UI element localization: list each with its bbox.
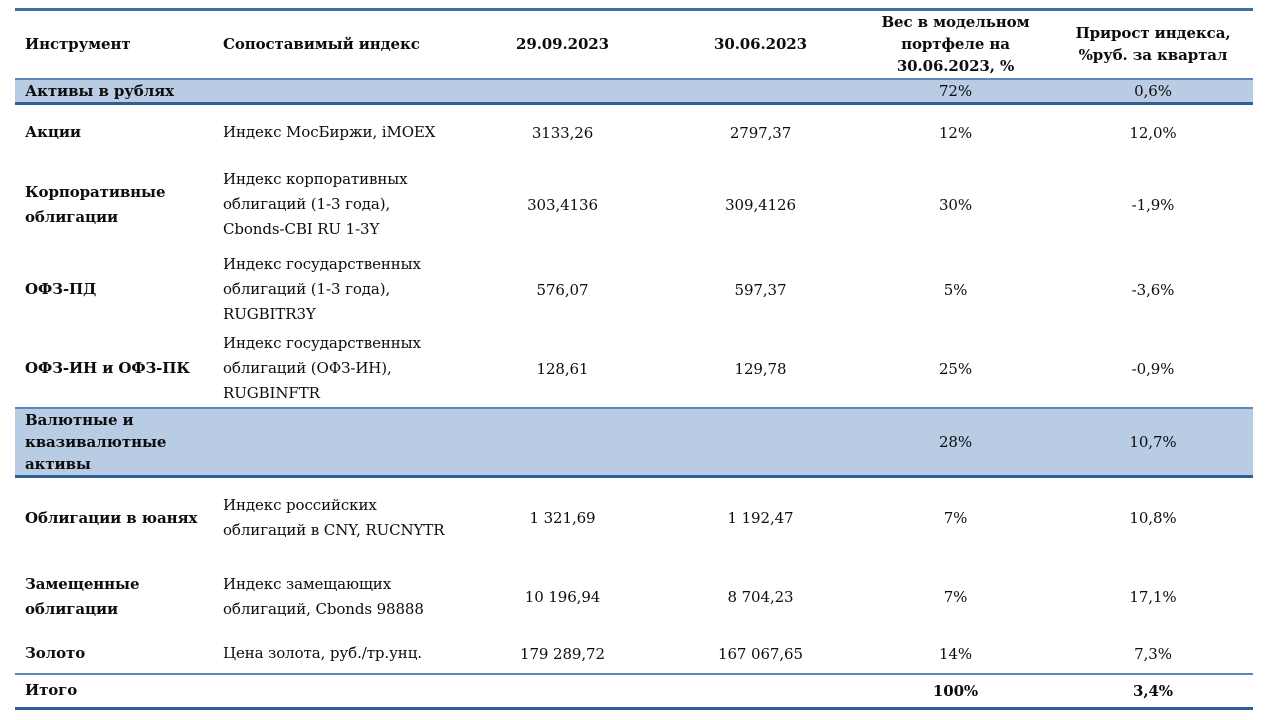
cell-value-3006: 309,4126: [725, 195, 796, 214]
cell-value-3006: 597,37: [734, 280, 787, 299]
table-row-replacement-bonds: Замещенные облигации Индекс замещающих о…: [15, 559, 1253, 634]
cell-growth: -1,9%: [1131, 195, 1175, 214]
cell-growth: 7,3%: [1134, 644, 1172, 663]
cell-value-2909: 1 321,69: [529, 509, 596, 528]
cell-weight: 25%: [938, 359, 973, 378]
cell-index: Индекс российских облигаций в CNY, RUCNY…: [223, 496, 445, 540]
cell-index: Индекс замещающих облигаций, Cbonds 9888…: [223, 574, 424, 618]
table-row-yuan-bonds: Облигации в юанях Индекс российских обли…: [15, 476, 1253, 559]
cell-growth: -3,6%: [1131, 280, 1175, 299]
cell-instrument: ОФЗ-ПД: [25, 280, 97, 298]
cell-instrument: Золото: [25, 644, 86, 662]
section-row-ruble-assets: Активы в рублях 72% 0,6%: [15, 78, 1253, 104]
cell-instrument: Замещенные облигации: [25, 574, 140, 618]
cell-weight: 28%: [938, 432, 973, 451]
cell-value-2909: 10 196,94: [524, 587, 601, 606]
total-row: Итого 100% 3,4%: [15, 674, 1253, 708]
table-row-ofz-in-pk: ОФЗ-ИН и ОФЗ-ПК Индекс государственных о…: [15, 331, 1253, 408]
table-row-gold: Золото Цена золота, руб./тр.унц. 179 289…: [15, 634, 1253, 674]
cell-value-2909: 576,07: [536, 280, 589, 299]
cell-value-2909: 3133,26: [531, 123, 594, 142]
cell-instrument: Облигации в юанях: [25, 508, 198, 527]
cell-index: Индекс государственных облигаций (1-3 го…: [223, 255, 421, 323]
cell-value-2909: 179 289,72: [520, 644, 605, 663]
section-row-currency-assets: Валютные и квазивалютные активы 28% 10,7…: [15, 407, 1253, 476]
cell-index: Индекс МосБиржи, iMOEX: [223, 123, 436, 142]
col-header-date-3006: 30.06.2023: [714, 35, 807, 54]
cell-index: Индекс государственных облигаций (ОФЗ-ИН…: [223, 334, 421, 402]
col-header-comparable-index: Сопоставимый индекс: [223, 35, 420, 54]
cell-weight: 14%: [938, 644, 973, 663]
cell-value-3006: 1 192,47: [727, 509, 794, 528]
section-label: Активы в рублях: [25, 81, 174, 100]
cell-weight: 7%: [943, 587, 968, 606]
cell-growth-total: 3,4%: [1133, 681, 1173, 700]
col-header-growth: Прирост индекса, %руб. за квартал: [1075, 24, 1231, 65]
cell-weight: 7%: [943, 509, 968, 528]
cell-value-3006: 167 067,65: [718, 644, 803, 663]
table-row-ofz-pd: ОФЗ-ПД Индекс государственных облигаций …: [15, 249, 1253, 331]
cell-weight: 5%: [943, 280, 968, 299]
cell-value-3006: 129,78: [734, 359, 787, 378]
cell-index: Цена золота, руб./тр.унц.: [223, 644, 422, 662]
section-label: Валютные и квазивалютные активы: [25, 410, 167, 473]
cell-weight: 72%: [938, 81, 973, 100]
cell-growth: 10,7%: [1129, 432, 1177, 451]
cell-weight: 12%: [938, 123, 973, 142]
cell-growth: -0,9%: [1131, 359, 1175, 378]
col-header-instrument: Инструмент: [25, 35, 131, 54]
cell-value-2909: 303,4136: [527, 195, 598, 214]
cell-value-3006: 2797,37: [729, 123, 792, 142]
cell-instrument: ОФЗ-ИН и ОФЗ-ПК: [25, 359, 190, 377]
cell-growth: 17,1%: [1129, 587, 1177, 606]
col-header-date-2909: 29.09.2023: [516, 35, 609, 54]
cell-weight-total: 100%: [932, 681, 979, 700]
model-portfolio-table: Инструмент Сопоставимый индекс 29.09.202…: [15, 8, 1253, 710]
cell-instrument: Акции: [25, 123, 81, 142]
cell-growth: 10,8%: [1129, 509, 1177, 528]
cell-growth: 12,0%: [1129, 123, 1177, 142]
col-header-weight: Вес в модельном портфеле на 30.06.2023, …: [881, 13, 1030, 76]
cell-growth: 0,6%: [1134, 81, 1172, 100]
table-header-row: Инструмент Сопоставимый индекс 29.09.202…: [15, 10, 1253, 79]
cell-index: Индекс корпоративных облигаций (1-3 года…: [223, 170, 408, 238]
cell-value-3006: 8 704,23: [727, 587, 794, 606]
table-row-corporate-bonds: Корпоративные облигации Индекс корпорати…: [15, 161, 1253, 249]
total-label: Итого: [25, 681, 78, 700]
cell-instrument: Корпоративные облигации: [25, 182, 166, 226]
table-row-stocks: Акции Индекс МосБиржи, iMOEX 3133,26 279…: [15, 104, 1253, 161]
cell-weight: 30%: [938, 195, 973, 214]
cell-value-2909: 128,61: [536, 359, 589, 378]
